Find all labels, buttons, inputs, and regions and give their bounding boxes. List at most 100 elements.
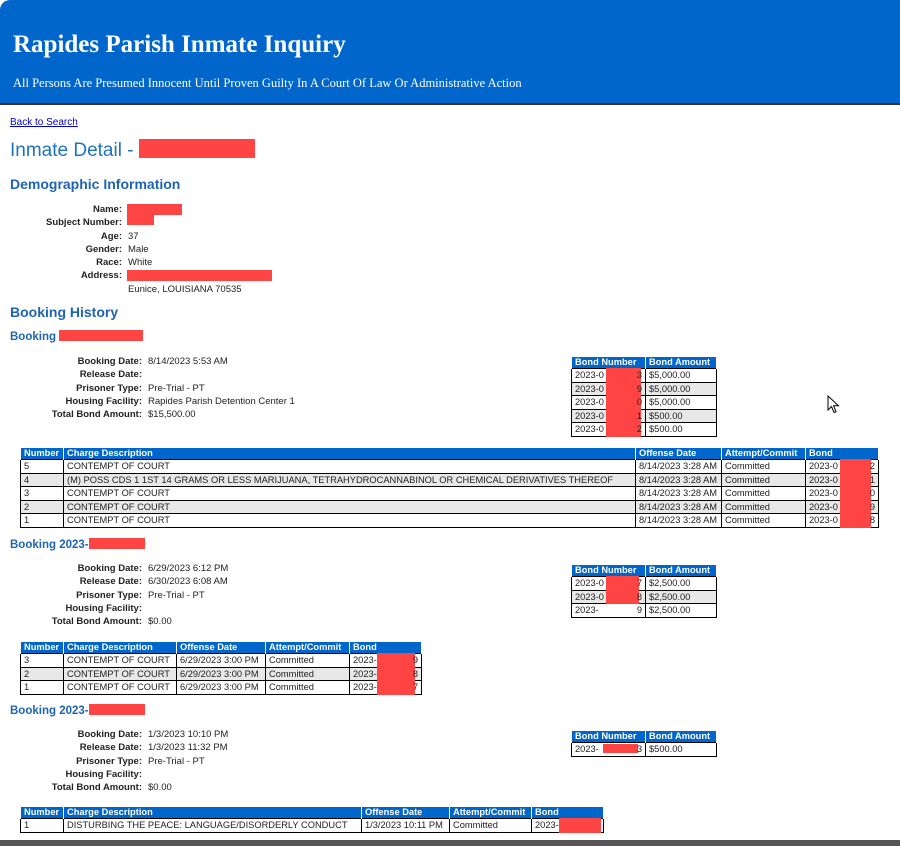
offense-date: 6/29/2023 3:00 PM [176, 680, 266, 695]
field-value: 8/14/2023 5:53 AM [148, 356, 228, 367]
attempt-commit: Committed [265, 653, 350, 668]
charge-bond: 2023- [531, 818, 604, 833]
demographic-fields: Name: Subject Number: Age: 37 Gender: Male… [10, 203, 272, 296]
field-subject-number: Subject Number: [10, 214, 272, 229]
field-value [142, 768, 148, 781]
redacted-booking-number [88, 703, 145, 715]
attempt-commit: Committed [265, 666, 350, 681]
redacted-booking-number [59, 329, 144, 341]
charge-bond: 2023-0 1 [805, 472, 879, 487]
charges-table-booking-2: Number Charge Description Offense Date A… [20, 642, 422, 695]
col-number: Number [20, 807, 64, 819]
booking-title-text: Booking [10, 331, 60, 343]
field-value: 6/29/2023 6:12 PM [148, 563, 229, 574]
charge-number: 2 [20, 499, 64, 514]
field-value [122, 214, 154, 229]
charge-row: 3 CONTEMPT OF COURT 6/29/2023 3:00 PM Commi… [20, 653, 422, 668]
field-label: Prisoner Type: [76, 382, 142, 394]
field-address: Address: [10, 269, 272, 282]
field-value: 6/30/2023 6:08 AM [148, 576, 228, 588]
charge-bond: 2023- 9 [349, 653, 422, 668]
attempt-commit: Committed [449, 818, 532, 833]
col-bond-amount: Bond Amount [645, 565, 717, 577]
charge-row: 1 CONTEMPT OF COURT 6/29/2023 3:00 PM Commi… [20, 680, 422, 695]
charge-row: 2 CONTEMPT OF COURT 8/14/2023 3:28 AM Commi… [20, 499, 879, 514]
field-value: Rapides Parish Detention Center 1 [148, 395, 295, 407]
field-label: Gender: [85, 243, 122, 255]
charge-row: 1 DISTURBING THE PEACE: LANGUAGE/DISORDER… [20, 818, 604, 833]
field-age: Age: 37 [10, 230, 272, 243]
attempt-commit: Committed [721, 513, 806, 528]
field-value [122, 269, 272, 282]
site-title: Rapides Parish Inmate Inquiry [13, 31, 346, 58]
redacted-value [127, 270, 272, 282]
field-value [122, 203, 182, 216]
booking-3-title: Booking 2023- [10, 703, 145, 717]
charge-description: CONTEMPT OF COURT [63, 666, 177, 681]
charge-description: CONTEMPT OF COURT [63, 513, 636, 528]
bond-number: 2023- 9 [571, 603, 646, 618]
bond-table-booking-3: Bond Number Bond Amount 2023- 3 $500.00 [571, 731, 717, 757]
bond-amount: $2,500.00 [645, 589, 717, 604]
field-label: Release Date: [79, 742, 142, 754]
field-value: $0.00 [148, 616, 172, 628]
col-bond-number: Bond Number [571, 357, 646, 369]
field-value: 37 [128, 230, 139, 242]
col-charge-description: Charge Description [63, 642, 177, 654]
offense-date: 8/14/2023 3:28 AM [635, 499, 722, 514]
offense-date: 8/14/2023 3:28 AM [635, 486, 722, 501]
bond-amount: $500.00 [645, 742, 717, 757]
charge-description: (M) POSS CDS 1 1ST 14 GRAMS OR LESS MARI… [63, 472, 636, 487]
field-value: 1/3/2023 10:10 PM [148, 729, 229, 740]
charge-row: 4 (M) POSS CDS 1 1ST 14 GRAMS OR LESS MAR… [20, 472, 879, 487]
field-label: Booking Date: [77, 729, 142, 740]
col-offense-date: Offense Date [361, 807, 450, 819]
col-bond-amount: Bond Amount [645, 731, 717, 743]
attempt-commit: Committed [265, 680, 350, 695]
booking-1-title: Booking [10, 329, 144, 343]
back-to-search-link[interactable]: Back to Search [10, 117, 78, 128]
col-bond: Bond [349, 642, 422, 654]
demographic-heading: Demographic Information [10, 176, 181, 192]
attempt-commit: Committed [721, 499, 806, 514]
bond-row: 2023- 3 $500.00 [571, 742, 717, 757]
field-label: Housing Facility: [65, 768, 142, 780]
site-header: Rapides Parish Inmate Inquiry All Person… [0, 0, 900, 105]
charge-row: 1 CONTEMPT OF COURT 8/14/2023 3:28 AM Commi… [20, 513, 879, 528]
charge-bond: 2023-0 2 [805, 459, 879, 474]
charge-description: DISTURBING THE PEACE: LANGUAGE/DISORDERL… [63, 818, 362, 833]
charge-number: 3 [20, 486, 64, 501]
col-attempt-commit: Attempt/Commit [721, 448, 806, 460]
field-value: Male [128, 243, 149, 255]
booking-3-fields: Booking Date: 1/3/2023 10:10 PM Release D… [10, 728, 229, 794]
field-label: Name: [92, 204, 122, 215]
booking-2-fields: Booking Date: 6/29/2023 6:12 PM Release D… [10, 562, 229, 628]
col-bond-number: Bond Number [571, 731, 646, 743]
col-charge-description: Charge Description [63, 448, 636, 460]
col-number: Number [20, 448, 64, 460]
field-label: Release Date: [79, 576, 142, 588]
field-label: Address: [80, 270, 122, 282]
page-title: Inmate Detail - [10, 139, 255, 162]
field-value: 1/3/2023 11:32 PM [148, 742, 228, 754]
charges-table-booking-3: Number Charge Description Offense Date A… [20, 807, 604, 833]
bond-number: 2023-0 8 [571, 589, 646, 604]
offense-date: 8/14/2023 3:28 AM [635, 513, 722, 528]
col-bond-amount: Bond Amount [645, 357, 717, 369]
col-bond: Bond [531, 807, 604, 819]
field-label: Booking Date: [77, 563, 142, 574]
redacted-name [138, 139, 255, 159]
field-label: Booking Date: [77, 356, 142, 367]
bond-amount: $5,000.00 [645, 381, 717, 396]
field-gender: Gender: Male [10, 243, 272, 256]
site-subtitle: All Persons Are Presumed Innocent Until … [13, 76, 522, 90]
redacted-value [127, 203, 182, 215]
charge-bond: 2023-0 9 [805, 499, 879, 514]
field-value: $15,500.00 [148, 409, 196, 421]
bond-number: 2023-0 7 [571, 576, 646, 591]
field-name: Name: [10, 203, 272, 216]
booking-title-text: Booking 2023- [10, 705, 89, 717]
bond-number: 2023-0 9 [571, 381, 646, 396]
bond-amount: $2,500.00 [645, 603, 717, 618]
redacted-value [127, 214, 154, 226]
